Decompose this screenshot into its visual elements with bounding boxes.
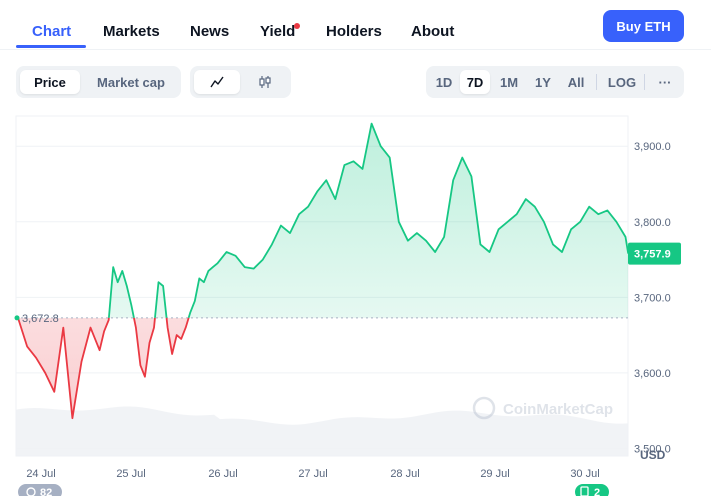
tab-holders[interactable]: Holders <box>326 23 382 40</box>
tab-chart[interactable]: Chart <box>32 23 72 40</box>
x-tick-label: 28 Jul <box>390 468 419 480</box>
volume-bars <box>16 406 628 456</box>
left-badge[interactable]: 82 <box>18 484 62 496</box>
tab-yield[interactable]: Yield <box>260 23 296 40</box>
line-chart-button[interactable] <box>194 70 240 94</box>
x-tick-label: 29 Jul <box>480 468 509 480</box>
x-tick-label: 30 Jul <box>570 468 599 480</box>
volume-area <box>16 406 628 456</box>
y-tick-label: 3,800.0 <box>634 217 671 229</box>
log-scale-button[interactable]: LOG <box>607 74 637 90</box>
price-chart[interactable]: CoinMarketCap 3,672.8 3,900.0 3,800.0 3,70… <box>0 110 711 496</box>
right-badge-count: 2 <box>594 487 600 496</box>
range-1m-button[interactable]: 1M <box>499 74 519 90</box>
yield-notification-dot <box>294 23 300 29</box>
y-tick-label: 3,700.0 <box>634 292 671 304</box>
candlestick-icon <box>259 76 271 88</box>
y-axis: 3,900.0 3,800.0 3,700.0 3,600.0 3,500.0 <box>634 141 671 455</box>
price-button[interactable]: Price <box>20 70 80 94</box>
candlestick-button[interactable] <box>242 70 288 94</box>
reference-price-marker <box>14 315 20 321</box>
toolbar-divider <box>644 74 645 90</box>
chart-type-toggle <box>190 66 291 98</box>
x-tick-label: 27 Jul <box>298 468 327 480</box>
range-toggle: 1D 7D 1M 1Y All LOG ··· <box>426 66 684 98</box>
tab-markets[interactable]: Markets <box>103 23 160 40</box>
range-7d-button[interactable]: 7D <box>460 70 490 94</box>
tab-about[interactable]: About <box>411 23 455 40</box>
buy-eth-button[interactable]: Buy ETH <box>603 10 684 42</box>
range-all-button[interactable]: All <box>567 74 585 90</box>
metric-toggle: Price Market cap <box>16 66 181 98</box>
market-cap-button[interactable]: Market cap <box>97 74 165 90</box>
reference-price-label: 3,672.8 <box>22 313 59 325</box>
y-tick-label: 3,500.0 <box>634 443 671 455</box>
line-chart-icon <box>210 76 224 88</box>
coinmarketcap-logo-icon <box>472 396 496 420</box>
price-area-up <box>18 123 628 318</box>
watermark: CoinMarketCap <box>472 396 613 420</box>
current-price-label: 3,757.9 <box>634 249 671 261</box>
history-icon <box>26 487 36 496</box>
price-line-up <box>18 122 628 318</box>
top-nav: Chart Markets News Yield Holders About B… <box>0 0 711 50</box>
x-tick-label: 24 Jul <box>26 468 55 480</box>
x-tick-label: 26 Jul <box>208 468 237 480</box>
currency-unit-label: USD <box>640 448 666 462</box>
range-1d-button[interactable]: 1D <box>435 74 453 90</box>
watermark-text: CoinMarketCap <box>503 401 613 418</box>
tab-news[interactable]: News <box>190 23 230 40</box>
document-icon <box>580 486 589 496</box>
current-price-tag: 3,757.9 <box>628 242 681 265</box>
range-1y-button[interactable]: 1Y <box>535 74 551 90</box>
more-options-button[interactable]: ··· <box>658 74 672 90</box>
x-axis: 24 Jul 25 Jul 26 Jul 27 Jul 28 Jul 29 Jul 30 J… <box>26 468 599 480</box>
x-tick-label: 25 Jul <box>116 468 145 480</box>
left-badge-count: 82 <box>40 487 52 496</box>
y-tick-label: 3,600.0 <box>634 368 671 380</box>
right-badge[interactable]: 2 <box>575 484 609 496</box>
active-tab-indicator <box>16 45 86 48</box>
toolbar-divider <box>596 74 597 90</box>
y-tick-label: 3,900.0 <box>634 141 671 153</box>
